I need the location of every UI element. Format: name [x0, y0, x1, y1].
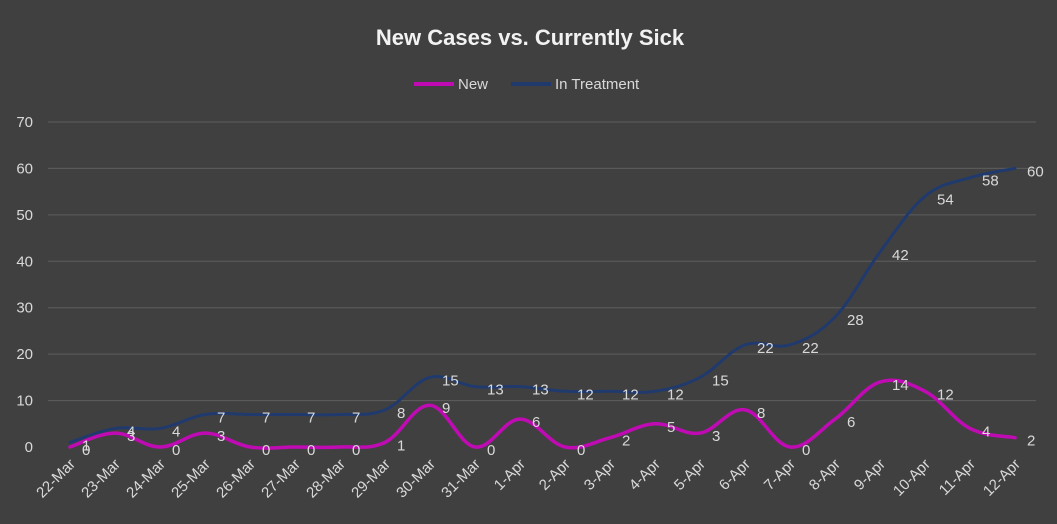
data-label-in-treatment: 15 [442, 372, 459, 389]
data-label-new: 0 [307, 442, 315, 459]
data-label-new: 14 [892, 377, 909, 394]
data-label-new: 2 [1027, 433, 1035, 450]
data-label-new: 4 [982, 423, 990, 440]
data-label-in-treatment: 4 [127, 423, 135, 440]
data-label-in-treatment: 12 [577, 386, 594, 403]
data-label-in-treatment: 13 [532, 382, 549, 399]
data-label-new: 9 [442, 400, 450, 417]
data-label-in-treatment: 54 [937, 191, 954, 208]
y-tick-label: 50 [16, 207, 33, 224]
y-tick-label: 0 [25, 439, 33, 456]
data-label-new: 0 [172, 442, 180, 459]
data-label-new: 8 [757, 405, 765, 422]
chart-title: New Cases vs. Currently Sick [376, 25, 685, 50]
legend-label-in-treatment: In Treatment [555, 76, 640, 93]
y-tick-label: 10 [16, 393, 33, 410]
y-tick-label: 70 [16, 114, 33, 131]
data-label-in-treatment: 7 [307, 410, 315, 427]
y-tick-label: 60 [16, 160, 33, 177]
data-label-new: 0 [802, 442, 810, 459]
series-line-new [68, 378, 1017, 450]
data-label-in-treatment: 12 [622, 386, 639, 403]
y-tick-label: 20 [16, 346, 33, 363]
y-tick-label: 30 [16, 300, 33, 317]
data-label-in-treatment: 42 [892, 247, 909, 264]
data-label-in-treatment: 22 [757, 340, 774, 357]
data-label-in-treatment: 7 [352, 410, 360, 427]
data-label-new: 0 [577, 442, 585, 459]
data-label-new: 0 [82, 442, 90, 459]
data-label-in-treatment: 12 [667, 386, 684, 403]
data-label-in-treatment: 15 [712, 372, 729, 389]
data-label-in-treatment: 8 [397, 405, 405, 422]
y-axis-ticks: 0 10 20 30 40 50 60 70 [16, 114, 33, 456]
data-label-new: 0 [352, 442, 360, 459]
series-line-in-treatment [68, 166, 1017, 444]
data-label-new: 12 [937, 386, 954, 403]
data-label-in-treatment: 13 [487, 382, 504, 399]
data-label-new: 3 [127, 428, 135, 445]
data-label-new: 6 [847, 414, 855, 431]
data-label-in-treatment: 4 [172, 423, 180, 440]
gridlines [48, 121, 1036, 402]
data-label-new: 0 [487, 442, 495, 459]
series-lines [68, 166, 1017, 450]
legend: New In Treatment [414, 76, 640, 93]
data-label-new: 3 [217, 428, 225, 445]
data-label-in-treatment: 60 [1027, 163, 1044, 180]
data-label-in-treatment: 28 [847, 312, 864, 329]
data-label-new: 1 [397, 437, 405, 454]
data-label-new: 3 [712, 428, 720, 445]
data-label-new: 6 [532, 414, 540, 431]
data-label-in-treatment: 7 [262, 410, 270, 427]
data-label-in-treatment: 1 [82, 437, 90, 454]
y-tick-label: 40 [16, 253, 33, 270]
data-label-in-treatment: 58 [982, 173, 999, 190]
legend-label-new: New [458, 76, 488, 93]
data-label-new: 2 [622, 433, 630, 450]
data-label-in-treatment: 7 [217, 410, 225, 427]
data-label-in-treatment: 22 [802, 340, 819, 357]
data-label-new: 0 [262, 442, 270, 459]
data-label-new: 5 [667, 419, 675, 436]
